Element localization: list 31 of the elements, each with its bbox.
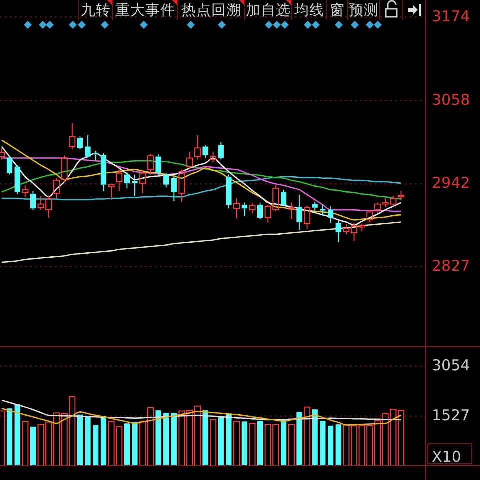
candlestick: [85, 134, 91, 159]
annotation: 九转: [81, 2, 111, 19]
y-tick-label: 2827: [432, 256, 470, 275]
y-tick-label: 3058: [432, 90, 470, 109]
candlestick: [100, 152, 107, 192]
annotation: 热点回溯: [182, 2, 242, 19]
candlestick: [296, 194, 302, 231]
candlestick: [124, 172, 130, 189]
line-series: [1, 222, 402, 264]
candlestick: [116, 168, 123, 192]
candlestick: [77, 136, 84, 150]
y-tick-label: 3054: [432, 356, 470, 375]
y-tick-label: 2942: [432, 174, 470, 192]
candlestick: [312, 202, 318, 212]
y-tick-label: X10: [432, 448, 462, 466]
candlestick: [288, 202, 295, 220]
candlestick: [171, 176, 177, 202]
candlestick: [336, 221, 342, 243]
candlestick: [132, 174, 138, 197]
candlestick: [328, 206, 334, 224]
annotation: 预测: [349, 2, 379, 19]
y-tick-label: 1527: [432, 406, 470, 424]
y-tick-label: 3174: [432, 7, 470, 26]
candlestick: [234, 198, 240, 220]
annotation: 重大事件: [116, 2, 176, 19]
annotation: 均线: [294, 2, 324, 19]
candlestick: [6, 156, 13, 176]
annotation: 窗: [330, 2, 345, 19]
annotation: 加自选: [246, 2, 291, 19]
candlestick: [320, 204, 326, 216]
candlestick: [156, 154, 162, 176]
